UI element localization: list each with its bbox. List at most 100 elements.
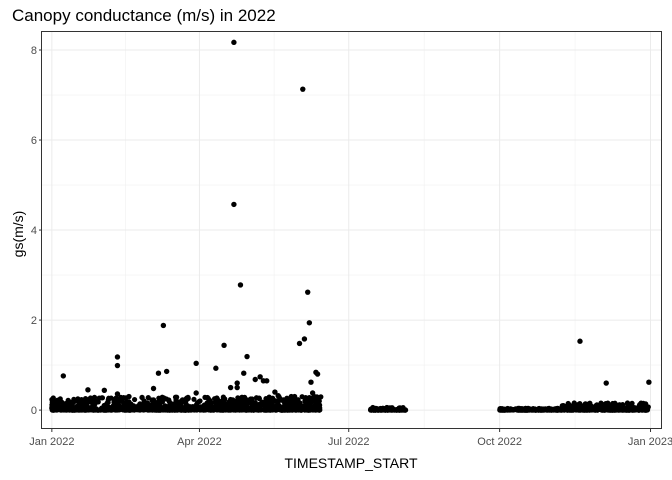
data-point bbox=[240, 401, 246, 407]
data-point bbox=[243, 407, 249, 413]
data-point bbox=[619, 406, 625, 413]
data-point bbox=[114, 362, 121, 369]
data-point bbox=[173, 397, 179, 403]
data-point bbox=[291, 393, 298, 400]
data-point bbox=[605, 407, 612, 413]
data-point bbox=[629, 407, 635, 413]
data-point bbox=[603, 380, 609, 386]
data-point bbox=[83, 407, 89, 413]
x-tick-label: Apr 2022 bbox=[177, 436, 222, 448]
data-point bbox=[237, 282, 244, 288]
data-point bbox=[255, 402, 261, 408]
data-point bbox=[156, 395, 162, 401]
data-point bbox=[311, 393, 317, 400]
data-point bbox=[227, 384, 234, 391]
data-point bbox=[546, 407, 552, 413]
data-point bbox=[163, 368, 170, 375]
data-point bbox=[296, 340, 303, 347]
data-point bbox=[577, 338, 583, 344]
data-point bbox=[234, 384, 240, 391]
data-point bbox=[179, 407, 185, 413]
data-point bbox=[160, 322, 167, 329]
data-point bbox=[316, 398, 322, 404]
x-tick-label: Jan 2022 bbox=[29, 436, 74, 448]
data-point bbox=[140, 406, 146, 413]
data-point bbox=[302, 405, 309, 411]
data-point bbox=[222, 396, 228, 402]
data-point bbox=[377, 405, 383, 412]
data-point bbox=[193, 390, 199, 396]
data-point bbox=[252, 376, 258, 383]
data-point bbox=[72, 407, 78, 413]
data-point bbox=[157, 399, 164, 406]
data-point bbox=[234, 398, 240, 404]
data-point bbox=[617, 402, 623, 408]
data-point bbox=[206, 407, 212, 413]
data-point bbox=[605, 400, 611, 406]
data-point bbox=[236, 404, 242, 410]
data-point bbox=[230, 397, 236, 403]
data-point bbox=[265, 403, 271, 410]
data-point bbox=[226, 407, 232, 413]
data-point bbox=[81, 402, 87, 408]
data-point bbox=[539, 407, 545, 413]
data-point bbox=[183, 402, 189, 408]
data-point bbox=[261, 407, 267, 413]
y-tick-label: 6 bbox=[31, 135, 37, 147]
y-axis-label: gs(m/s) bbox=[10, 210, 26, 258]
data-point bbox=[234, 380, 240, 386]
data-point bbox=[264, 378, 270, 384]
axis-layer: 0 2 4 6 8 Jan 2022 Apr 2022 Jul 2022 Oct 2022 Jan… bbox=[29, 45, 672, 448]
data-point bbox=[191, 396, 197, 402]
data-point bbox=[150, 385, 157, 392]
data-point bbox=[231, 39, 237, 46]
data-point bbox=[95, 407, 102, 413]
data-point bbox=[172, 407, 178, 413]
data-point bbox=[117, 405, 123, 411]
data-point bbox=[51, 407, 57, 413]
data-point bbox=[51, 398, 57, 404]
data-point bbox=[91, 406, 97, 412]
data-point bbox=[247, 399, 253, 405]
data-point bbox=[62, 407, 68, 413]
data-point bbox=[257, 374, 263, 380]
data-point bbox=[122, 401, 128, 408]
data-point bbox=[624, 400, 631, 406]
data-point bbox=[241, 370, 247, 376]
y-tick-label: 0 bbox=[31, 405, 37, 417]
data-point bbox=[274, 405, 280, 411]
data-point bbox=[284, 395, 290, 401]
data-point bbox=[71, 399, 77, 405]
data-point bbox=[221, 342, 227, 348]
data-point bbox=[572, 406, 578, 413]
data-point bbox=[132, 406, 138, 412]
data-point bbox=[112, 407, 118, 413]
data-point bbox=[646, 379, 652, 385]
data-point bbox=[139, 394, 145, 401]
data-point bbox=[611, 407, 617, 413]
data-point bbox=[314, 371, 321, 377]
data-point bbox=[92, 401, 98, 407]
data-point bbox=[118, 394, 124, 401]
data-point bbox=[402, 407, 408, 413]
points-layer bbox=[49, 39, 652, 413]
data-point bbox=[286, 402, 292, 408]
data-point bbox=[151, 405, 158, 411]
data-point bbox=[114, 354, 121, 360]
data-point bbox=[114, 391, 121, 397]
chart-title: Canopy conductance (m/s) in 2022 bbox=[12, 6, 276, 25]
data-point bbox=[600, 403, 607, 410]
data-point bbox=[150, 397, 157, 403]
data-point bbox=[525, 407, 531, 413]
data-point bbox=[218, 400, 225, 406]
data-point bbox=[75, 396, 81, 402]
data-point bbox=[502, 407, 508, 413]
data-point bbox=[193, 360, 199, 366]
data-point bbox=[126, 393, 132, 400]
x-tick-label: Oct 2022 bbox=[477, 436, 522, 448]
data-point bbox=[213, 401, 219, 407]
data-point bbox=[629, 400, 635, 406]
data-point bbox=[532, 407, 538, 413]
